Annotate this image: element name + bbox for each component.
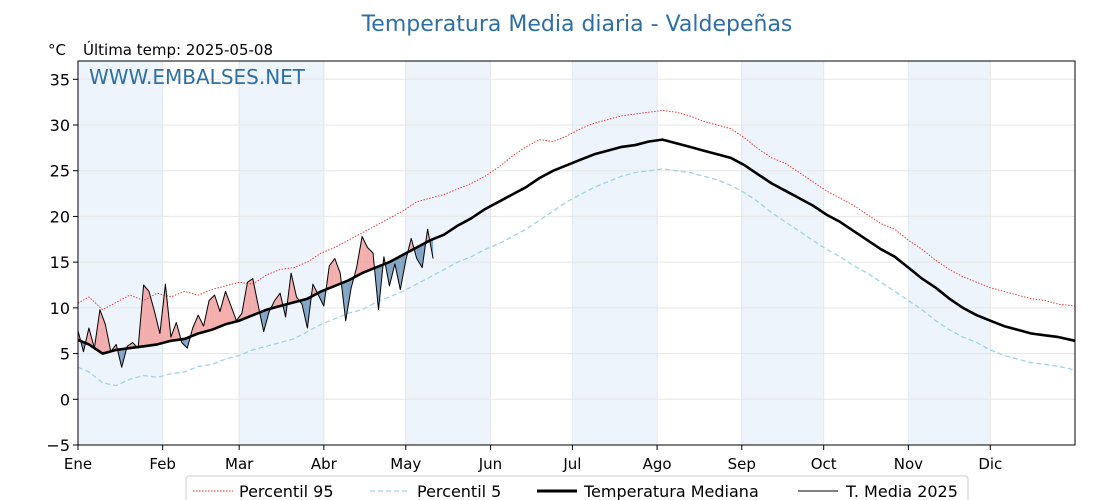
anomaly-fill-47: [334, 258, 341, 286]
x-tick-label-jun: Jun: [478, 455, 502, 473]
anomaly-fill-26: [220, 291, 226, 327]
month-bands: [78, 61, 991, 445]
y-tick-label-2: 25: [50, 162, 70, 181]
x-tick-label-sep: Sep: [728, 455, 756, 473]
anomaly-fill-24: [209, 295, 215, 331]
x-tick-label-mar: Mar: [225, 455, 254, 473]
y-tick-label-8: −5: [46, 436, 70, 455]
x-tick-label-feb: Feb: [149, 455, 176, 473]
anomaly-fill-36: [274, 293, 281, 308]
anomaly-fill-44: [318, 290, 324, 306]
y-tick-label-0: 35: [50, 70, 70, 89]
series-lines: [77, 109, 1076, 387]
plot-frame: [77, 60, 1076, 446]
anomaly-fill-12: [143, 285, 149, 347]
anomaly-fill-14: [154, 311, 160, 345]
y-tick-label-3: 20: [50, 207, 70, 226]
chart-title: Temperatura Media diaria - Valdepeñas: [361, 12, 793, 37]
y-axis-ticks: 35 30 25 20 15 10 5 0 −5: [46, 70, 78, 455]
x-tick-label-oct: Oct: [811, 455, 837, 473]
legend-box: [185, 475, 969, 500]
month-band-4: [741, 61, 824, 445]
last-temp-label: Última temp: 2025-05-08: [83, 40, 273, 59]
month-band-0: [78, 61, 163, 445]
month-band-1: [239, 61, 324, 445]
series-line-percentil-95: [77, 109, 1076, 311]
watermark: WWW.EMBALSES.NET: [89, 65, 306, 89]
x-tick-label-ago: Ago: [643, 455, 672, 473]
anomaly-fill-27: [225, 291, 231, 325]
x-tick-label-dic: Dic: [978, 455, 1002, 473]
x-tick-label-may: May: [390, 455, 421, 473]
month-band-5: [908, 61, 991, 445]
x-tick-label-nov: Nov: [894, 455, 923, 473]
series-line-t-media-2025: [77, 228, 434, 368]
x-tick-label-ene: Ene: [64, 455, 92, 473]
y-tick-label-7: 0: [60, 390, 70, 409]
legend: Percentil 95 Percentil 5 Temperatura Med…: [185, 475, 969, 500]
anomaly-fill-21: [192, 315, 199, 336]
y-tick-label-1: 30: [50, 116, 70, 135]
y-tick-label-6: 5: [60, 345, 70, 364]
x-tick-label-abr: Abr: [311, 455, 338, 473]
y-tick-label-4: 15: [50, 253, 70, 272]
legend-label-p5: Percentil 5: [417, 482, 501, 500]
anomaly-fill-13: [149, 291, 155, 346]
anomaly-fill-4: [99, 309, 106, 353]
x-tick-label-jul: Jul: [562, 455, 581, 473]
anomaly-fill-25: [214, 295, 220, 329]
x-axis-ticks: Ene Feb Mar Abr May Jun Jul Ago Sep Oct Nov Dic: [64, 445, 1002, 473]
anomaly-fill-22: [198, 315, 204, 334]
legend-label-2025: T. Media 2025: [845, 482, 958, 500]
anomaly-fill-31: [247, 278, 253, 318]
legend-label-median: Temperatura Mediana: [583, 482, 759, 500]
anomaly-fill-53: [367, 247, 373, 271]
legend-label-p95: Percentil 95: [239, 482, 334, 500]
series-line-temperatura-mediana: [77, 138, 1076, 355]
anomaly-fill-46: [329, 258, 335, 289]
anomaly-fill-62: [416, 244, 423, 268]
y-unit-label: °C: [48, 41, 66, 59]
y-tick-label-5: 10: [50, 299, 70, 318]
month-band-3: [572, 61, 658, 445]
